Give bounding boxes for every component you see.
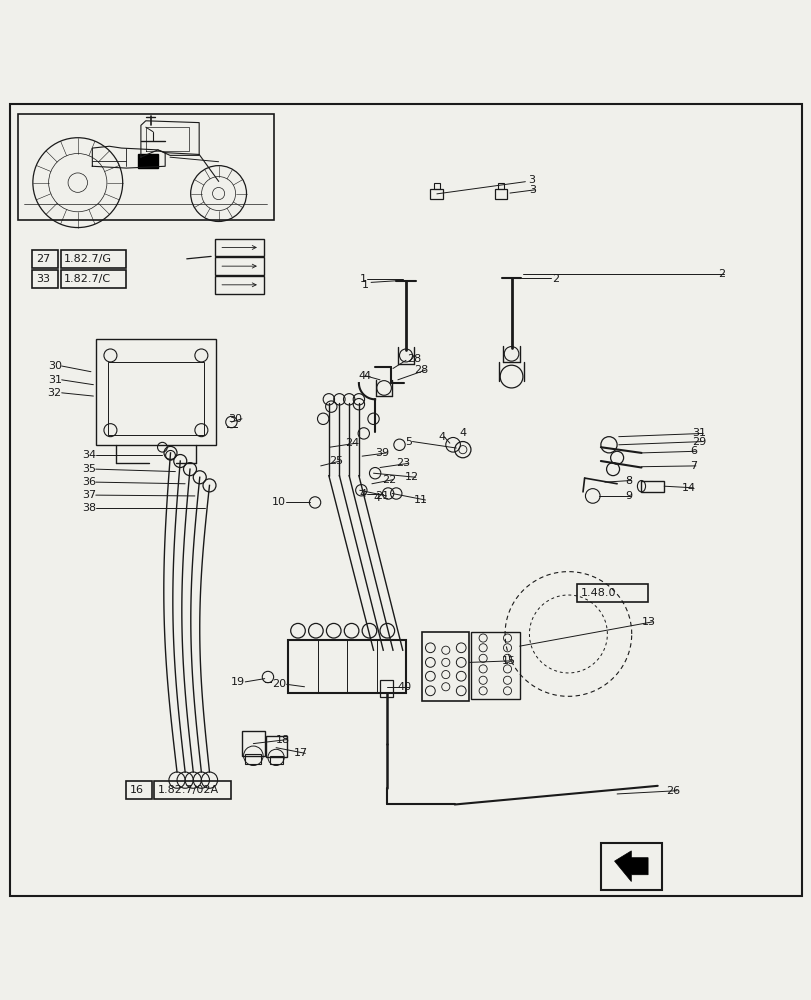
Text: 39: 39 [375,448,388,458]
Text: 36: 36 [82,477,96,487]
Bar [266,736,286,757]
Bar [32,250,58,268]
Text: 15: 15 [501,656,515,666]
Text: 4: 4 [363,371,371,381]
Text: 33: 33 [36,274,50,284]
Bar [32,270,58,288]
Text: 4: 4 [459,428,466,438]
Text: 25: 25 [328,456,342,466]
Text: 17: 17 [294,748,307,758]
Text: 30: 30 [228,414,242,424]
Bar [215,239,264,256]
Text: 3: 3 [527,175,534,185]
Text: 38: 38 [82,503,96,513]
Text: 11: 11 [414,495,427,505]
Text: 34: 34 [82,450,96,460]
Bar [126,781,152,799]
Bar [61,270,126,288]
Text: 1.82.7/G: 1.82.7/G [64,254,112,264]
Text: 4: 4 [358,371,365,381]
Text: 1.48.0: 1.48.0 [580,588,616,598]
Text: 7: 7 [689,461,697,471]
Bar [18,114,273,220]
Bar [380,680,393,697]
Text: 14: 14 [681,483,695,493]
Text: 30: 30 [48,361,62,371]
Text: 28: 28 [414,365,428,375]
Text: 16: 16 [130,785,144,795]
Bar [242,731,264,756]
Bar [108,362,204,435]
Bar [470,632,519,699]
Bar [269,756,283,764]
Text: 9: 9 [624,491,632,501]
Text: 27: 27 [36,254,51,264]
Text: 23: 23 [396,458,410,468]
Bar [422,632,469,701]
Bar [433,183,440,189]
Text: 1.82.7/02A: 1.82.7/02A [157,785,218,795]
Text: 40: 40 [397,682,411,692]
Bar [96,339,216,445]
Text: 28: 28 [407,354,422,364]
Text: 6: 6 [689,446,697,456]
Bar [245,754,261,764]
Text: 21: 21 [375,491,388,501]
Text: 24: 24 [345,438,359,448]
Text: 10: 10 [272,497,285,507]
Text: 8: 8 [624,476,632,486]
Text: 19: 19 [231,677,245,687]
Text: 35: 35 [82,464,96,474]
Bar [154,781,231,799]
Text: 31: 31 [48,375,62,385]
Bar [61,250,126,268]
Bar [139,154,157,168]
Text: 1.82.7/C: 1.82.7/C [64,274,111,284]
Text: 4: 4 [373,493,380,503]
Text: 3: 3 [529,185,536,195]
Text: 2: 2 [551,274,559,284]
Text: 4: 4 [438,432,445,442]
Text: 31: 31 [691,428,705,438]
Text: 20: 20 [272,679,285,689]
Bar [576,584,647,601]
Text: 5: 5 [405,437,412,447]
Text: 4: 4 [359,489,367,499]
Bar [494,189,507,199]
Bar [600,843,661,890]
Polygon shape [614,851,647,882]
Bar [215,257,264,275]
Text: 32: 32 [48,388,62,398]
Text: 18: 18 [276,735,290,745]
Text: 13: 13 [641,617,654,627]
Text: 29: 29 [691,437,706,447]
Bar [641,481,663,492]
Text: 2: 2 [718,269,725,279]
Bar [288,640,406,693]
Text: 22: 22 [381,475,396,485]
Text: 37: 37 [82,490,96,500]
Text: 1: 1 [361,280,368,290]
Text: 12: 12 [404,472,418,482]
Bar [430,189,443,199]
Text: 26: 26 [665,786,679,796]
Text: 1: 1 [359,274,367,284]
Bar [497,183,504,189]
Bar [215,276,264,294]
